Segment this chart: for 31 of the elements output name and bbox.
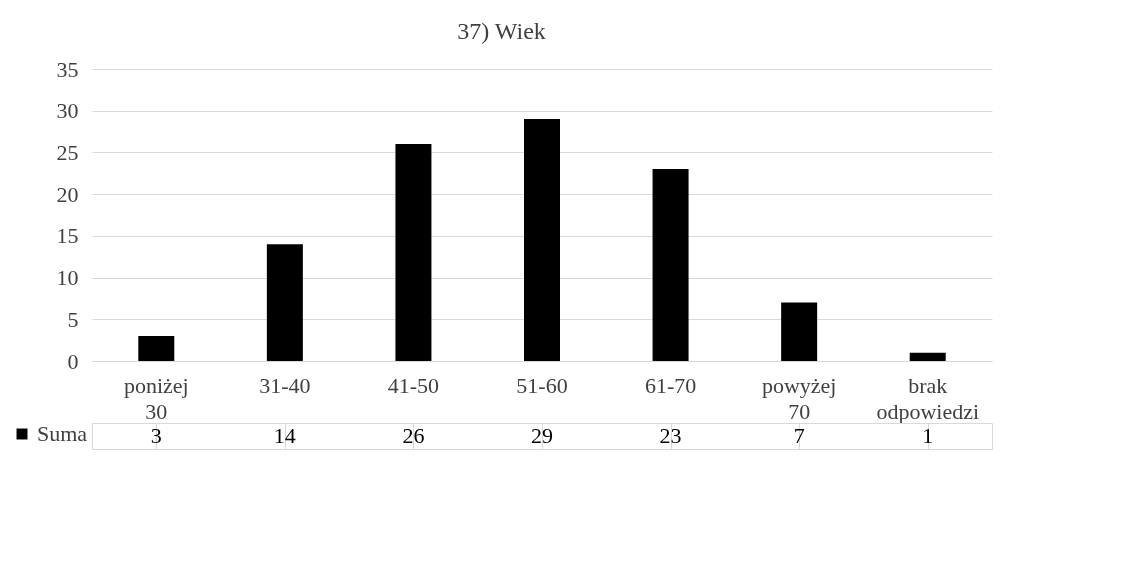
x-tick-label: 61-70 <box>644 372 697 398</box>
data-label: 23 <box>659 423 682 448</box>
y-tick-label: 0 <box>67 348 79 374</box>
data-label: 26 <box>402 423 425 448</box>
x-tick-label: brak odpowiedzi <box>876 372 980 424</box>
x-tick-label: 41-50 <box>387 372 440 398</box>
legend-label: Suma <box>37 421 88 446</box>
y-tick-label: 15 <box>56 223 79 249</box>
y-tick-label: 25 <box>56 139 79 165</box>
chart-title: 37) Wiek <box>457 18 546 44</box>
bar <box>524 119 560 361</box>
x-tick-label: poniżej 30 <box>123 372 189 424</box>
y-tick-label: 35 <box>56 56 79 82</box>
y-tick-label: 5 <box>67 306 79 332</box>
x-tick-label: 31-40 <box>259 372 311 398</box>
bar <box>266 244 303 361</box>
bar <box>395 144 432 361</box>
y-tick-label: 10 <box>56 265 79 291</box>
y-tick-label: 30 <box>56 98 79 124</box>
bar <box>652 169 689 361</box>
data-label: 14 <box>273 423 296 448</box>
x-tick-label: 51-60 <box>516 372 568 398</box>
bar <box>138 335 175 361</box>
data-label: 29 <box>531 423 553 448</box>
bar <box>909 352 946 361</box>
y-tick-label: 20 <box>56 181 79 207</box>
bar <box>781 302 818 361</box>
data-label: 7 <box>793 423 805 448</box>
x-tick-label: powyżej 70 <box>761 372 837 424</box>
data-label: 1 <box>922 423 934 448</box>
data-label: 3 <box>150 423 162 448</box>
